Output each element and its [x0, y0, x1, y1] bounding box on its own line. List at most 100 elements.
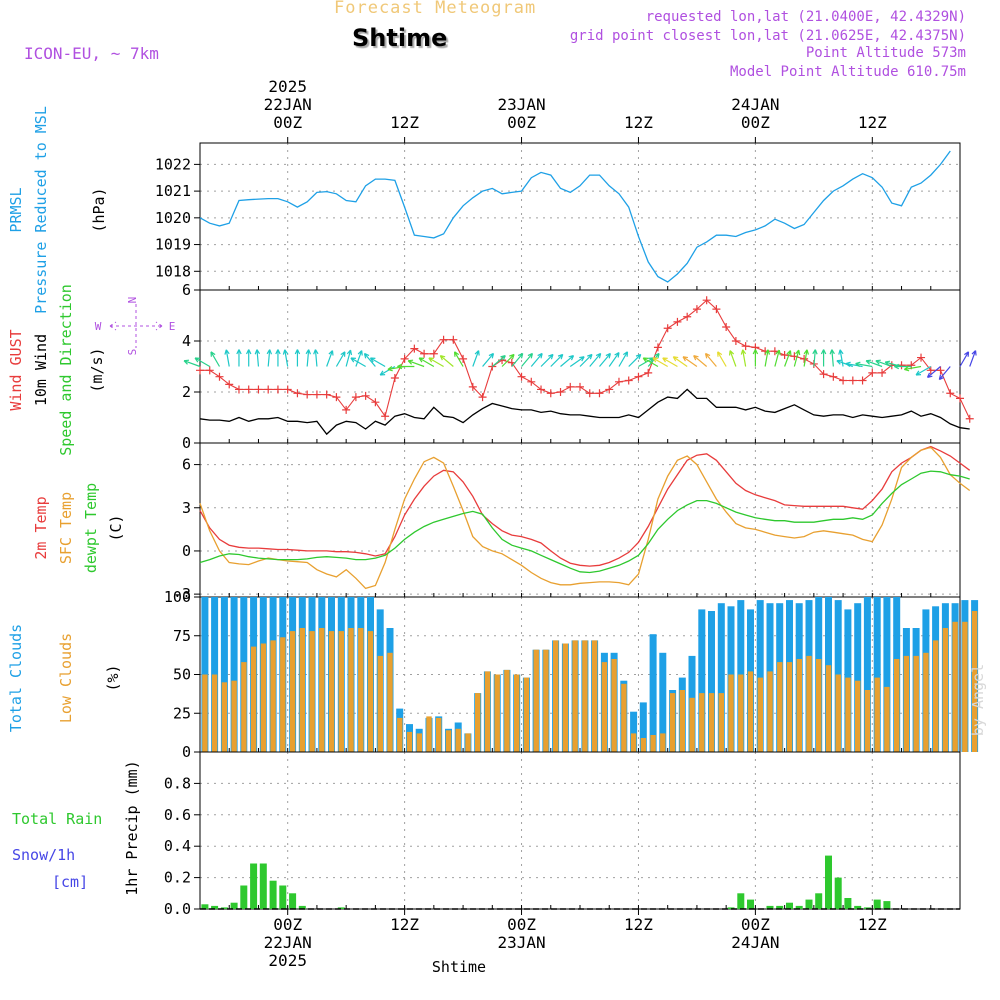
wind-direction-arrow [915, 365, 932, 376]
top-axis-label: 00Z [507, 113, 536, 132]
bar-low-clouds [426, 716, 432, 752]
clouds-axis-label: Total Clouds [7, 624, 25, 732]
bar-total-clouds [873, 597, 881, 752]
wind-direction-arrow [453, 351, 464, 367]
bar-low-clouds [640, 738, 647, 752]
wind-direction-arrow [865, 359, 883, 368]
gust-marker [780, 351, 789, 360]
footer-location: Shtime [432, 958, 486, 976]
bottom-axis-label: 22JAN [264, 933, 312, 952]
bar-low-clouds [611, 659, 617, 752]
bar-low-clouds [387, 652, 393, 752]
bar-total-rain [883, 901, 891, 909]
bar-total-rain [873, 899, 881, 909]
bar-low-clouds [299, 628, 305, 752]
bar-total-rain [786, 902, 793, 909]
bottom-axis-label: 12Z [624, 915, 653, 934]
wind-direction-arrow [369, 357, 386, 368]
precip-axis-label: 1hr Precip (mm) [123, 760, 141, 895]
bar-total-clouds [698, 609, 706, 752]
wind-direction-arrow [569, 356, 585, 367]
wind-direction-arrow [855, 361, 873, 368]
y-tick-label: 25 [173, 704, 191, 722]
gust-marker [205, 366, 214, 375]
compass-west: W [95, 320, 102, 333]
y-tick-label: 1022 [155, 155, 191, 173]
temperature-axis-label: (C) [107, 514, 125, 541]
bar-total-clouds [230, 597, 238, 752]
wind-direction-arrow [579, 353, 593, 367]
gust-marker [439, 335, 448, 344]
y-tick-label: 0 [182, 434, 191, 452]
pressure-axis-label: (hPa) [90, 187, 108, 232]
gust-marker [731, 337, 740, 345]
wind-direction-arrow [246, 349, 252, 367]
bar-low-clouds [572, 640, 578, 752]
gust-marker [390, 373, 399, 382]
bar-total-rain [776, 905, 784, 909]
bar-total-rain [259, 863, 267, 909]
wind-axis-label: (m/s) [88, 347, 106, 392]
gust-marker [663, 324, 672, 333]
bar-total-rain [766, 905, 774, 909]
bar-total-rain [250, 863, 258, 909]
bar-total-clouds [659, 652, 667, 752]
wind-direction-arrow [266, 349, 273, 367]
bar-total-rain [825, 855, 832, 909]
bar-low-clouds [864, 690, 871, 752]
y-tick-label: 6 [182, 281, 191, 299]
gust-marker [829, 372, 838, 381]
wind-direction-arrow [926, 366, 941, 379]
wind-axis-label: 10m Wind [32, 334, 50, 406]
gust-marker [283, 385, 292, 394]
bar-total-rain [834, 877, 842, 909]
y-tick-label: 0.2 [164, 869, 191, 887]
bar-total-rain [747, 899, 754, 909]
bottom-axis-label: 23JAN [497, 933, 545, 952]
wind-direction-arrow [682, 356, 698, 367]
bar-low-clouds [319, 628, 325, 752]
bottom-axis-label: 00Z [741, 915, 770, 934]
gust-marker [273, 385, 282, 394]
gust-marker [868, 368, 877, 377]
bar-low-clouds [270, 640, 276, 752]
gust-marker [371, 398, 380, 407]
wind-direction-arrow [501, 353, 515, 367]
wind-direction-arrow [313, 349, 319, 367]
grid-point-coordinates: grid point closest lon,lat (21.0625E, 42… [569, 28, 966, 44]
gust-marker [264, 385, 273, 394]
top-axis-label: 12Z [624, 113, 653, 132]
gust-marker [303, 390, 312, 399]
bar-total-clouds [756, 600, 764, 752]
series-line-10m-wind [199, 388, 970, 436]
bar-low-clouds [348, 628, 354, 752]
wind-direction-arrow [589, 352, 602, 367]
panel-clouds: 0 25 50 75 100 [164, 588, 979, 761]
bar-total-rain [230, 902, 238, 909]
wind-direction-arrow [560, 354, 575, 367]
bar-low-clouds [874, 677, 880, 752]
gust-marker [537, 385, 546, 394]
bar-low-clouds [328, 631, 335, 752]
wind-direction-arrow [387, 365, 405, 372]
wind-direction-arrow [418, 357, 435, 368]
y-tick-label: 1020 [155, 209, 191, 227]
wind-direction-arrow [335, 351, 346, 367]
bar-low-clouds [494, 674, 500, 752]
bar-total-rain [298, 905, 306, 909]
bar-low-clouds [514, 674, 520, 752]
bar-low-clouds [728, 674, 734, 752]
wind-direction-arrow [236, 349, 242, 367]
wind-direction-arrow [521, 352, 534, 367]
gust-marker [517, 372, 526, 381]
bar-low-clouds [923, 652, 929, 752]
gust-marker [839, 376, 848, 385]
bar-total-clouds [883, 597, 891, 752]
y-tick-label: 6 [182, 456, 191, 474]
y-tick-label: 50 [173, 666, 191, 684]
bottom-axis-label: 00Z [273, 915, 302, 934]
wind-direction-arrow [326, 350, 334, 367]
wind-direction-arrow [345, 349, 353, 367]
bar-low-clouds [816, 659, 822, 752]
gust-marker [410, 344, 419, 353]
